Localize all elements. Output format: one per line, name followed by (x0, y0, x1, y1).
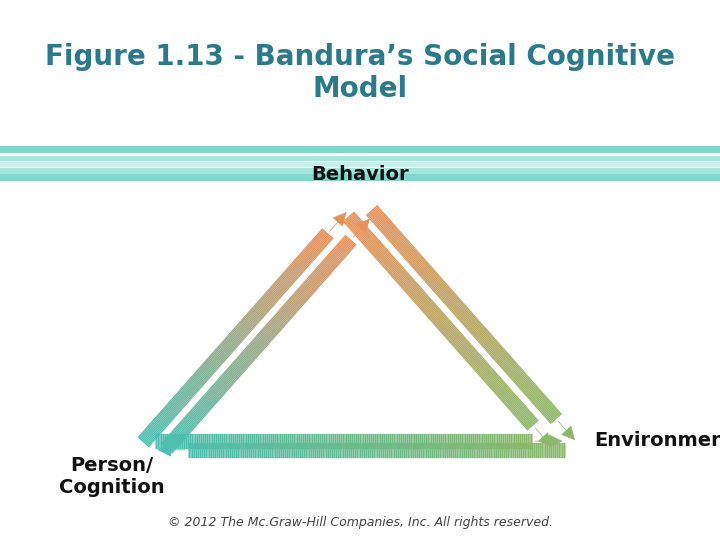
Bar (0, 168, 720, 174)
Bar (0, 146, 720, 153)
Text: Figure 1.13 - Bandura’s Social Cognitive
Model: Figure 1.13 - Bandura’s Social Cognitive… (45, 43, 675, 103)
Bar (0, 174, 720, 181)
Bar (0, 162, 720, 167)
Bar (0, 156, 720, 161)
Text: Behavior: Behavior (311, 165, 409, 184)
Text: © 2012 The Mc.Graw-Hill Companies, Inc. All rights reserved.: © 2012 The Mc.Graw-Hill Companies, Inc. … (168, 516, 552, 529)
Text: Person/
Cognition: Person/ Cognition (59, 456, 164, 497)
Text: Environment: Environment (594, 430, 720, 450)
